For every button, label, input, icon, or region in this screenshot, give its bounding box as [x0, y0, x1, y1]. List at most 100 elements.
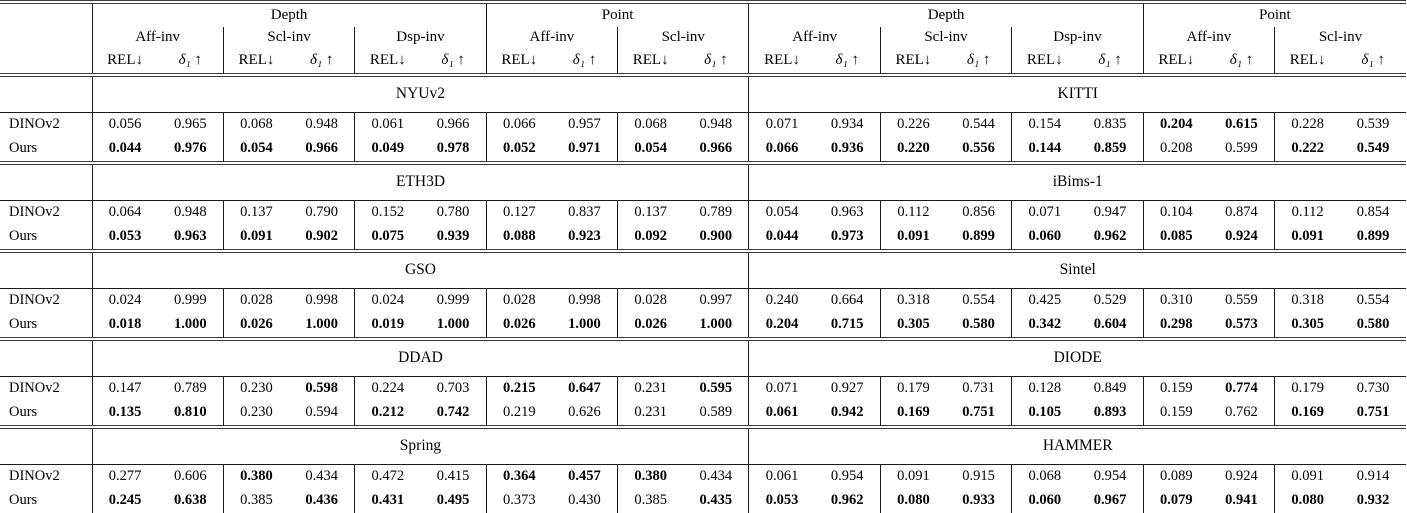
value-cell: 0.936: [830, 140, 864, 157]
value-cell: 0.549: [1356, 140, 1390, 157]
value-cell: 0.789: [157, 376, 224, 401]
value-cell: 0.971: [568, 140, 601, 157]
value-cell: 0.053: [748, 489, 815, 513]
value-cell: 0.091: [879, 464, 947, 489]
value-cell: 0.810: [173, 404, 207, 421]
value-cell: 0.380: [222, 464, 290, 489]
group-header-aff-inv: Aff-inv: [1142, 27, 1275, 49]
value-cell: 0.028: [485, 288, 552, 313]
value-cell: 0.942: [830, 404, 864, 421]
value-cell: 0.967: [1093, 492, 1127, 509]
table-row: Ours 0.053 0.963 0.091 0.902 0.075 0.939 0.088 0…: [0, 225, 1406, 251]
value-cell: 0.137: [617, 200, 684, 225]
value-cell: 0.080: [1274, 489, 1341, 513]
dataset-name: KITTI: [748, 73, 1406, 113]
value-cell: 0.731: [946, 376, 1012, 401]
value-cell: 0.933: [962, 492, 995, 509]
value-cell: 0.052: [485, 137, 552, 163]
value-cell: 0.998: [551, 288, 618, 313]
value-cell: 0.927: [814, 376, 881, 401]
value-cell: 0.914: [1340, 464, 1406, 489]
value-cell: 0.915: [946, 464, 1012, 489]
metric-header-rel: REL↓: [1274, 49, 1341, 75]
value-cell: 0.061: [748, 464, 815, 489]
value-cell: 0.298: [1142, 313, 1209, 339]
value-cell: 0.127: [485, 200, 552, 225]
value-cell: 0.615: [1208, 112, 1275, 137]
value-cell: 0.018: [91, 313, 158, 339]
value-cell: 0.105: [1011, 401, 1078, 427]
value-cell: 0.580: [962, 316, 995, 333]
value-cell: 0.088: [485, 225, 552, 251]
value-cell: 0.112: [879, 200, 947, 225]
value-cell: 0.228: [1274, 112, 1341, 137]
metric-header-delta: δ₁ ↑: [1229, 52, 1254, 69]
value-cell: 0.999: [420, 288, 487, 313]
section-label-spacer: [0, 337, 92, 377]
section-label-spacer: [0, 249, 92, 289]
value-cell: 0.144: [1011, 137, 1078, 163]
section-label-spacer: [0, 425, 92, 465]
supergroup-header-depth: Depth: [91, 0, 487, 27]
value-cell: 0.147: [91, 376, 158, 401]
value-cell: 0.932: [1356, 492, 1390, 509]
metric-header-delta: δ₁ ↑: [441, 52, 465, 69]
table-row: DINOv2 0.056 0.965 0.068 0.948 0.061 0.966 0.06…: [0, 112, 1406, 137]
value-cell: 0.415: [420, 464, 487, 489]
value-cell: 0.435: [699, 492, 733, 509]
value-cell: 0.774: [1208, 376, 1275, 401]
metric-header-rel: REL↓: [91, 49, 158, 75]
value-cell: 0.220: [879, 137, 947, 163]
results-table-body: NYUv2 KITTI DINOv2 0.056 0.965 0.068 0.948 0.06…: [0, 73, 1406, 513]
metric-header-rel: REL↓: [879, 49, 947, 75]
value-cell: 0.874: [1208, 200, 1275, 225]
metric-header-rel: REL↓: [354, 49, 421, 75]
corner-cell: [0, 49, 92, 75]
value-cell: 0.091: [879, 225, 947, 251]
value-cell: 0.071: [748, 376, 815, 401]
value-cell: 0.893: [1093, 404, 1127, 421]
value-cell: 0.204: [748, 313, 815, 339]
value-cell: 0.962: [1093, 228, 1127, 245]
table-row: DINOv2 0.147 0.789 0.230 0.598 0.224 0.703 0.21…: [0, 376, 1406, 401]
value-cell: 0.554: [1340, 288, 1406, 313]
value-cell: 0.495: [436, 492, 470, 509]
value-cell: 0.854: [1340, 200, 1406, 225]
group-header-scl-inv: Scl-inv: [1274, 27, 1406, 49]
value-cell: 0.963: [173, 228, 207, 245]
value-cell: 0.780: [420, 200, 487, 225]
value-cell: 0.647: [551, 376, 618, 401]
value-cell: 0.941: [1225, 492, 1258, 509]
value-cell: 0.061: [748, 401, 815, 427]
value-cell: 0.751: [1356, 404, 1390, 421]
dataset-name: Spring: [91, 425, 749, 465]
value-cell: 0.436: [305, 492, 338, 509]
table-row: DINOv2 0.064 0.948 0.137 0.790 0.152 0.780 0.12…: [0, 200, 1406, 225]
value-cell: 0.169: [879, 401, 947, 427]
value-cell: 0.595: [683, 376, 749, 401]
value-cell: 0.019: [354, 313, 421, 339]
value-cell: 0.128: [1011, 376, 1078, 401]
method-label: Ours: [9, 316, 38, 333]
value-cell: 0.835: [1077, 112, 1144, 137]
metric-header-rel: REL↓: [1011, 49, 1078, 75]
value-cell: 0.580: [1356, 316, 1390, 333]
value-cell: 0.924: [1208, 464, 1275, 489]
value-cell: 0.024: [91, 288, 158, 313]
metric-header-delta: δ₁ ↑: [309, 52, 334, 69]
value-cell: 0.385: [617, 489, 684, 513]
table-row: Ours 0.245 0.638 0.385 0.436 0.431 0.495 0.373 0…: [0, 489, 1406, 513]
method-label: DINOv2: [0, 376, 92, 401]
value-cell: 0.159: [1142, 376, 1209, 401]
value-cell: 0.066: [748, 137, 815, 163]
value-cell: 0.598: [289, 376, 355, 401]
value-cell: 0.978: [436, 140, 470, 157]
method-label: Ours: [9, 228, 38, 245]
value-cell: 0.849: [1077, 376, 1144, 401]
value-cell: 0.231: [617, 376, 684, 401]
value-cell: 0.529: [1077, 288, 1144, 313]
metric-header-rel: REL↓: [485, 49, 552, 75]
value-cell: 0.056: [91, 112, 158, 137]
value-cell: 0.104: [1142, 200, 1209, 225]
value-cell: 0.999: [157, 288, 224, 313]
